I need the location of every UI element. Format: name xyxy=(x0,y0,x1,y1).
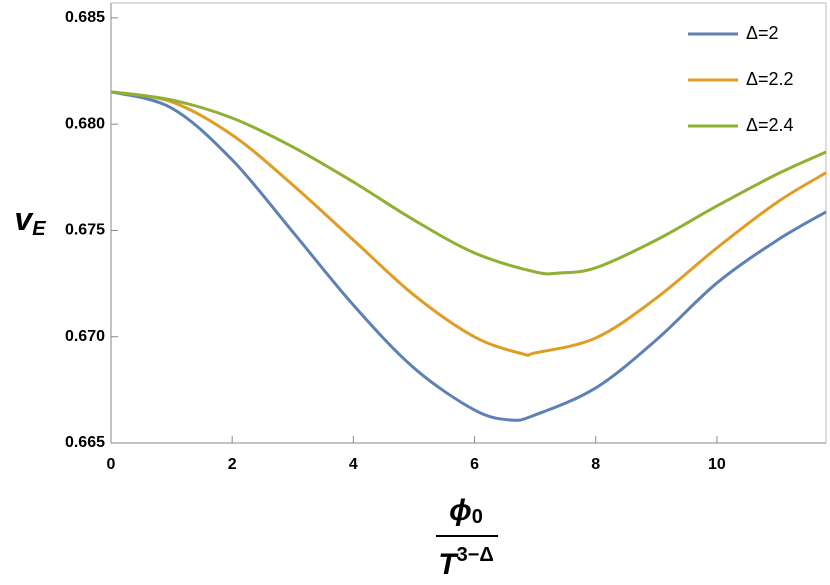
x-tick-label: 0 xyxy=(107,456,116,473)
plot-frame xyxy=(110,2,827,444)
x-tick-label: 4 xyxy=(349,456,358,473)
x-tick-label: 8 xyxy=(591,456,600,473)
legend-label: Δ=2 xyxy=(746,23,779,43)
series-line xyxy=(110,90,827,422)
y-axis-label: vE xyxy=(14,201,46,240)
y-tick-label: 0.685 xyxy=(65,9,105,26)
x-tick-label: 2 xyxy=(228,456,237,473)
y-tick-label: 0.680 xyxy=(65,115,105,132)
x-label-den-sup: 3−Δ xyxy=(457,544,494,566)
x-tick-label: 6 xyxy=(470,456,479,473)
series-line xyxy=(110,90,827,276)
y-label-main: v xyxy=(14,201,34,237)
x-axis-label-numerator: ϕ0 xyxy=(449,494,483,528)
x-label-num-sub: 0 xyxy=(472,506,483,528)
y-tick-label: 0.670 xyxy=(65,328,105,345)
y-label-sub: E xyxy=(32,218,46,240)
x-label-num-main: ϕ xyxy=(449,494,472,527)
x-axis-label-denominator: T3−Δ xyxy=(438,544,494,581)
legend-label: Δ=2.2 xyxy=(746,69,794,89)
x-label-den-main: T xyxy=(438,548,459,581)
y-tick-label: 0.665 xyxy=(65,434,105,451)
y-tick-label: 0.675 xyxy=(65,222,105,239)
legend-label: Δ=2.4 xyxy=(746,115,794,135)
x-tick-label: 10 xyxy=(708,456,726,473)
series-line xyxy=(110,90,827,357)
